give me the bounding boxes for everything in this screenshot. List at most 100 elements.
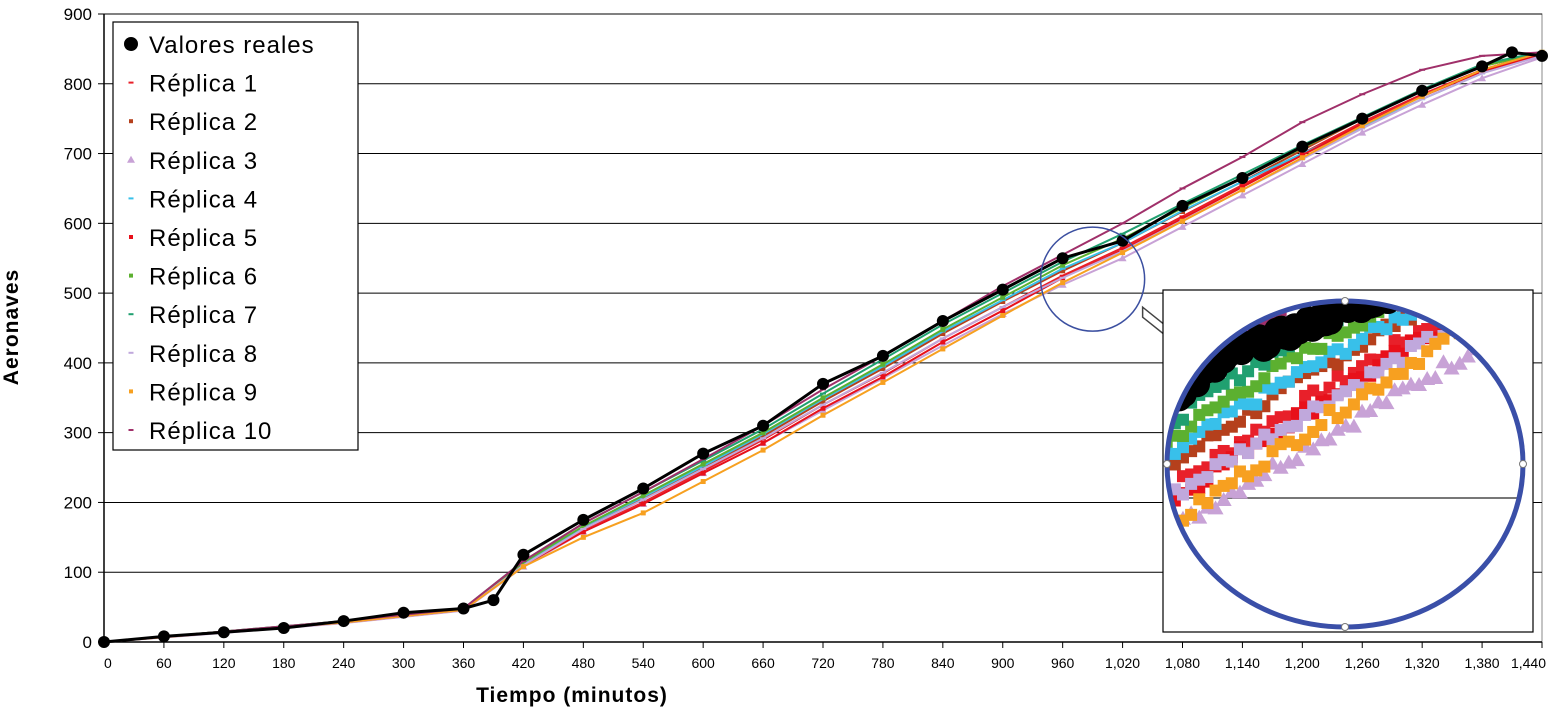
data-point: [820, 395, 826, 401]
data-point: [1060, 280, 1066, 286]
data-point: [760, 430, 766, 436]
data-point: [880, 379, 886, 385]
data-point: [580, 523, 586, 529]
legend-label: Réplica 3: [149, 148, 258, 175]
legend-label: Réplica 7: [149, 302, 258, 329]
zoom-point: [1315, 419, 1328, 432]
data-point: [1359, 123, 1365, 129]
data-point: [98, 636, 110, 648]
data-point: [1179, 187, 1186, 190]
legend-item-7: Réplica 7: [128, 302, 258, 329]
x-tick-label: 180: [272, 655, 296, 671]
y-axis-title: Aeronaves: [0, 269, 23, 385]
data-point: [640, 498, 647, 501]
data-point: [939, 337, 946, 340]
legend-box: [112, 21, 359, 451]
data-point: [157, 630, 170, 643]
zoom-point: [1290, 419, 1303, 432]
data-point: [820, 398, 826, 404]
y-tick-label: 400: [64, 354, 92, 373]
data-point: [1299, 121, 1306, 124]
zoom-point: [1315, 342, 1328, 355]
data-point: [757, 419, 770, 432]
data-point: [1000, 294, 1006, 300]
legend-item-10: Réplica 10: [128, 418, 271, 445]
legend-symbol: [128, 351, 134, 354]
data-point: [1059, 276, 1066, 279]
data-point: [940, 331, 946, 337]
x-tick-label: 540: [632, 655, 656, 671]
data-point: [999, 299, 1006, 302]
x-tick-label: 1,380: [1465, 655, 1500, 671]
x-axis-title: Tiempo (minutos): [476, 684, 668, 707]
data-point: [1119, 222, 1126, 225]
data-point: [1419, 98, 1426, 101]
data-point: [1476, 60, 1489, 73]
x-tick-label: 1,200: [1285, 655, 1320, 671]
data-point: [940, 326, 946, 332]
data-point: [1479, 54, 1486, 57]
zoom-point: [1233, 415, 1246, 428]
data-point: [1056, 252, 1069, 265]
data-point: [1478, 74, 1487, 82]
legend-item-0: Valores reales: [124, 32, 314, 59]
data-point: [1419, 68, 1426, 71]
legend-item-4: Réplica 4: [128, 186, 257, 213]
data-point: [1506, 46, 1519, 59]
data-point: [820, 403, 826, 406]
zoom-point: [1225, 477, 1238, 490]
data-point: [487, 594, 500, 607]
data-point: [517, 548, 530, 561]
zoom-point: [1231, 484, 1248, 499]
zoom-point: [1288, 452, 1305, 467]
zoom-point: [1435, 354, 1452, 369]
data-point: [817, 377, 829, 390]
y-tick-label: 0: [83, 633, 92, 652]
zoom-point: [1176, 413, 1189, 426]
y-tick-label: 200: [64, 493, 92, 512]
zoom-point: [1209, 417, 1222, 430]
data-point: [1120, 247, 1126, 253]
legend-label: Réplica 9: [149, 379, 258, 406]
data-point: [1180, 218, 1185, 224]
legend-symbol: [129, 119, 133, 124]
zoom-handle: [1341, 623, 1349, 631]
legend-label: Réplica 6: [149, 264, 258, 291]
series-line-9: [103, 51, 1543, 643]
data-point: [1236, 171, 1249, 184]
data-point: [1176, 199, 1189, 212]
data-point: [580, 527, 587, 530]
zoom-source-circle: [1039, 226, 1146, 332]
data-point: [697, 447, 710, 460]
zoom-point: [1459, 348, 1476, 363]
x-tick-label: 840: [931, 655, 955, 671]
data-point: [820, 392, 826, 395]
data-point: [1416, 84, 1429, 97]
data-point: [760, 447, 766, 453]
zoom-point: [1176, 488, 1189, 501]
data-point: [217, 626, 230, 639]
data-point: [520, 560, 527, 563]
data-point: [700, 465, 706, 471]
legend-item-3: Réplica 3: [127, 148, 258, 175]
data-point: [637, 482, 650, 495]
x-tick-label: 1,440: [1511, 655, 1546, 671]
data-point: [1178, 222, 1187, 230]
zoom-point: [1305, 441, 1322, 456]
zoom-point: [1396, 367, 1409, 380]
data-point: [876, 349, 889, 362]
zoom-point: [1331, 358, 1344, 371]
data-point: [1359, 127, 1366, 130]
legend-symbol: [129, 235, 133, 239]
y-tick-label: 600: [64, 214, 92, 233]
x-tick-label: 720: [811, 655, 835, 671]
x-tick-label: 60: [156, 655, 172, 671]
zoom-point: [1315, 356, 1328, 369]
data-point: [1298, 160, 1307, 168]
legend-symbol: [127, 155, 135, 163]
x-tick-label: 1,320: [1405, 655, 1440, 671]
legend-symbol: [129, 273, 133, 278]
zoom-point: [1207, 500, 1224, 515]
data-point: [700, 479, 706, 485]
